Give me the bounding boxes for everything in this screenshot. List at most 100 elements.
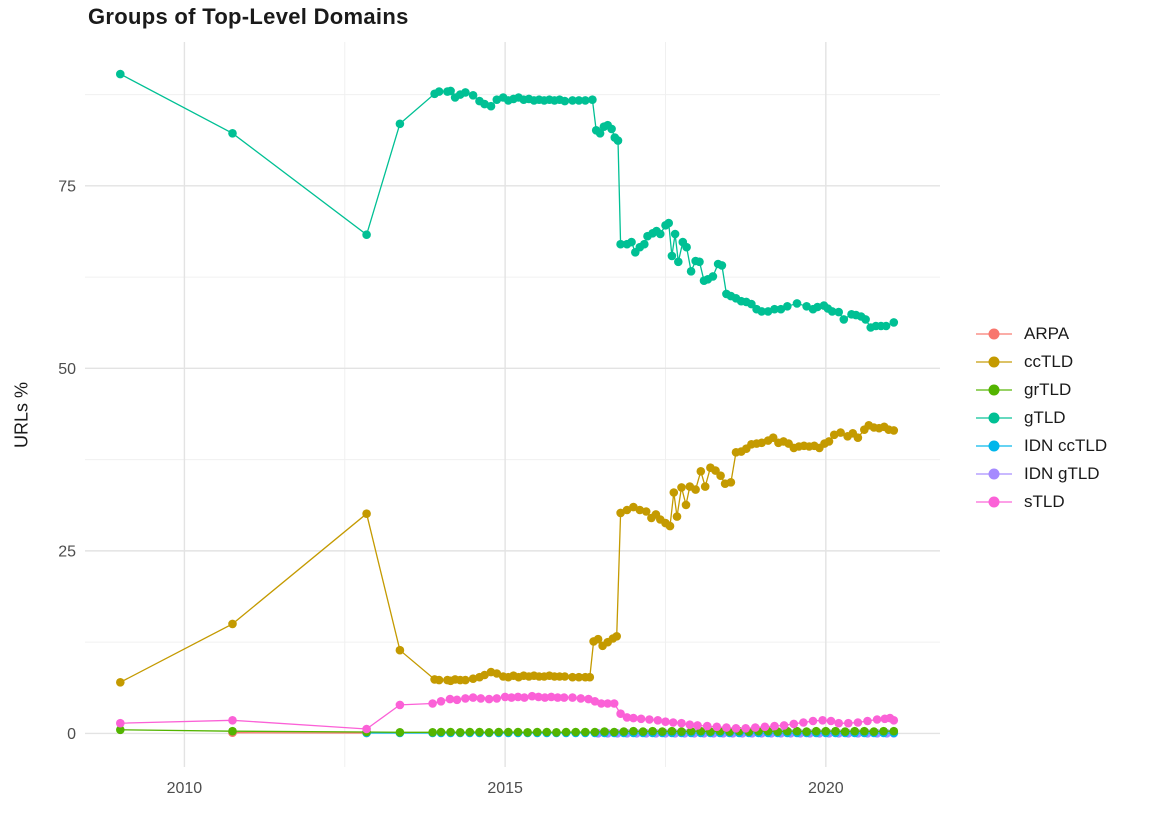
legend-item-grTLD: grTLD [976, 376, 1107, 404]
series-point-grTLD [638, 727, 648, 736]
series-point-grTLD [889, 726, 899, 736]
series-point-gTLD [682, 242, 691, 252]
series-point-ccTLD [574, 672, 584, 682]
series-point-grTLD [879, 726, 888, 736]
series-point-sTLD [603, 699, 612, 708]
y-tick-label: 25 [58, 543, 76, 560]
series-point-sTLD [362, 724, 371, 734]
legend-item-IDN-gTLD: IDN gTLD [976, 460, 1107, 488]
series-point-gTLD [776, 304, 786, 314]
legend-label: sTLD [1024, 492, 1065, 511]
series-point-sTLD [818, 716, 827, 725]
series-point-grTLD [542, 727, 552, 737]
series-point-sTLD [653, 716, 663, 725]
series-point-sTLD [597, 699, 606, 708]
series-point-grTLD [523, 728, 532, 737]
series-point-sTLD [661, 717, 670, 726]
series-point-sTLD [395, 700, 405, 710]
series-point-gTLD [461, 88, 470, 97]
series-point-sTLD [540, 693, 550, 702]
series-point-grTLD [504, 727, 513, 737]
series-point-sTLD [741, 724, 750, 733]
series-point-gTLD [889, 318, 899, 327]
series-point-sTLD [693, 721, 702, 730]
legend-key-dot [988, 440, 1000, 452]
series-point-gTLD [395, 119, 405, 129]
series-point-gTLD [574, 96, 584, 105]
series-point-gTLD [664, 218, 673, 228]
series-point-ccTLD [696, 467, 706, 476]
series-point-ccTLD [593, 634, 603, 644]
series-point-sTLD [513, 692, 523, 702]
series-point-gTLD [686, 267, 696, 276]
legend-label: IDN gTLD [1024, 464, 1100, 483]
series-point-grTLD [629, 726, 638, 736]
series-point-gTLD [581, 96, 590, 105]
legend-key-icon [976, 412, 1012, 424]
y-tick-label: 75 [58, 178, 76, 195]
series-point-ccTLD [116, 678, 125, 687]
y-tick-label: 50 [58, 361, 76, 378]
legend-item-sTLD: sTLD [976, 488, 1107, 516]
series-point-grTLD [552, 728, 561, 737]
series-point-grTLD [116, 725, 125, 735]
series-point-grTLD [792, 726, 802, 736]
series-point-gTLD [802, 302, 811, 311]
series-point-sTLD [559, 693, 569, 702]
series-point-gTLD [861, 315, 870, 324]
series-point-grTLD [600, 727, 609, 736]
legend-label: ccTLD [1024, 352, 1074, 371]
series-point-gTLD [116, 69, 125, 79]
series-point-gTLD [783, 302, 792, 311]
series-point-grTLD [811, 726, 821, 736]
series-point-gTLD [613, 136, 623, 145]
series-point-ccTLD [492, 669, 502, 678]
x-tick-label: 2020 [808, 780, 844, 797]
series-point-grTLD [658, 727, 667, 736]
x-tick-label: 2010 [167, 780, 203, 797]
series-point-grTLD [428, 728, 437, 737]
series-point-sTLD [527, 691, 537, 701]
series-point-gTLD [560, 96, 570, 106]
legend-label: IDN ccTLD [1024, 436, 1108, 455]
series-point-gTLD [708, 272, 718, 281]
series-point-gTLD [595, 129, 605, 138]
legend-key-icon [976, 440, 1012, 452]
series-point-ccTLD [612, 632, 621, 641]
series-point-grTLD [513, 727, 523, 737]
series-point-sTLD [616, 709, 625, 718]
series-point-ccTLD [568, 672, 577, 682]
series-point-sTLD [476, 694, 486, 703]
legend-key-dot [988, 496, 1000, 508]
series-point-grTLD [686, 726, 696, 736]
series-point-gTLD [627, 237, 636, 247]
series-point-grTLD [228, 726, 237, 736]
series-point-grTLD [455, 728, 465, 737]
series-point-grTLD [494, 727, 504, 737]
series-point-grTLD [590, 727, 600, 737]
series-point-sTLD [520, 693, 529, 702]
series-point-sTLD [789, 719, 799, 729]
series-point-sTLD [702, 721, 712, 731]
series-point-ccTLD [726, 478, 736, 487]
series-point-ccTLD [691, 485, 700, 494]
series-point-grTLD [821, 726, 831, 736]
series-point-gTLD [827, 307, 837, 316]
series-point-sTLD [712, 722, 722, 732]
series-point-gTLD [813, 302, 822, 312]
series-point-sTLD [770, 721, 779, 731]
legend-key-icon [976, 356, 1012, 368]
series-point-sTLD [576, 694, 586, 703]
series-point-grTLD [609, 727, 619, 737]
series-point-grTLD [619, 727, 629, 736]
series-point-ccTLD [669, 488, 679, 497]
series-line-ccTLD [119, 424, 894, 683]
series-point-sTLD [452, 695, 462, 705]
series-point-sTLD [677, 718, 686, 728]
series-point-gTLD [792, 299, 802, 308]
series-point-sTLD [534, 692, 543, 702]
series-point-ccTLD [622, 505, 632, 515]
series-point-sTLD [622, 713, 632, 722]
